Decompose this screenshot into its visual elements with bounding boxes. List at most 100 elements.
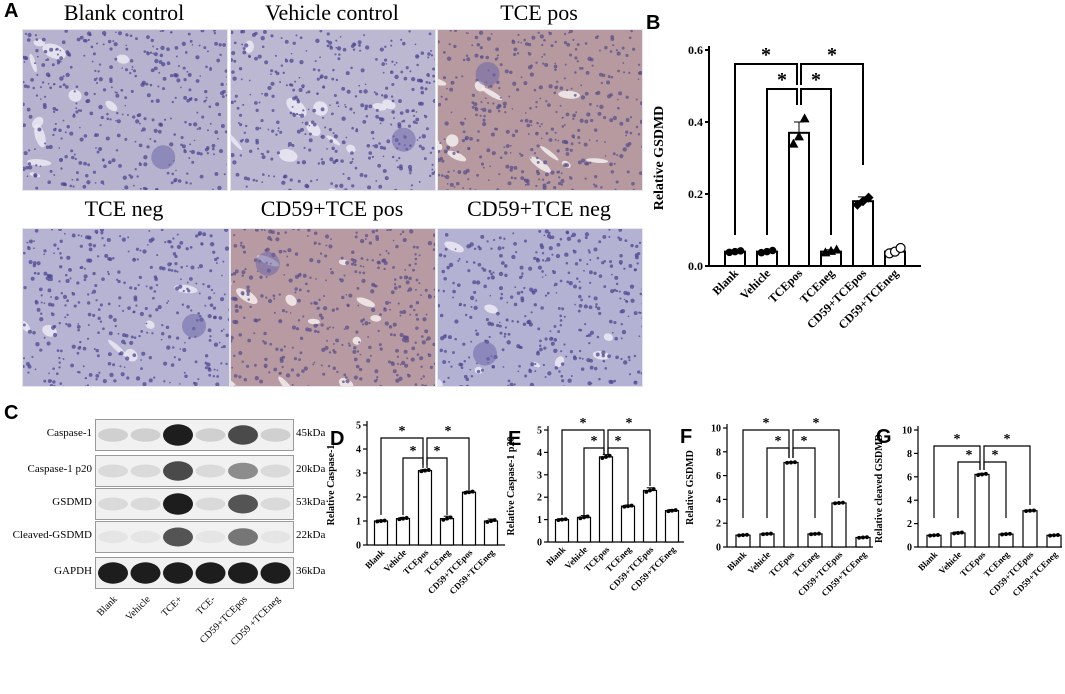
data-point (789, 461, 793, 465)
micrograph-tissue (23, 30, 227, 190)
blot-row-label: GSDMD (4, 496, 92, 508)
blot-band (131, 531, 161, 544)
micrograph-label: Vehicle control (230, 0, 434, 26)
blot-band (98, 498, 128, 511)
significance-star: * (615, 434, 622, 449)
blot-band (98, 531, 128, 544)
blot-band (196, 562, 226, 584)
data-point (578, 516, 582, 520)
bar (784, 463, 798, 547)
bar (644, 490, 657, 542)
axis-y-tick-label: 0.0 (688, 259, 703, 273)
data-point (976, 473, 980, 477)
blot-strip (95, 419, 294, 451)
axis-y-tick-label: 0 (907, 543, 912, 554)
data-point (960, 531, 964, 535)
data-point (419, 469, 423, 473)
blot-bands (96, 522, 293, 552)
data-point (857, 536, 861, 540)
data-point (833, 501, 837, 505)
data-point (1052, 533, 1056, 537)
data-point (445, 517, 449, 521)
blot-band (163, 461, 193, 481)
axis-y-tick-label: 6 (907, 472, 912, 483)
significance-star: * (811, 69, 821, 91)
axis-y-tick-label: 2 (537, 493, 542, 504)
data-point (800, 113, 810, 122)
axis-y-tick-label: 0.2 (688, 187, 703, 201)
blot-strip (95, 488, 294, 520)
significance-star: * (1004, 432, 1011, 447)
bar (441, 519, 454, 545)
data-point (405, 516, 409, 520)
data-point (652, 487, 656, 491)
blot-band (261, 531, 291, 544)
axis-y-tick-label: 0.4 (688, 115, 703, 129)
significance-star: * (813, 416, 820, 431)
data-point (928, 534, 932, 538)
axis-y-tick-label: 0 (356, 541, 361, 552)
blot-band (228, 495, 258, 514)
data-point (984, 472, 988, 476)
blot-band (131, 428, 161, 442)
blot-row-label: GAPDH (4, 565, 92, 577)
data-point (674, 508, 678, 512)
data-point (737, 533, 741, 537)
blot-bands (96, 489, 293, 519)
data-point (582, 515, 586, 519)
blot-band (163, 562, 193, 584)
data-point (745, 533, 749, 537)
significance-bracket (934, 446, 980, 518)
data-point (379, 519, 383, 523)
axis-y-tick-label: 1 (537, 515, 542, 526)
significance-star: * (966, 448, 973, 463)
significance-star: * (761, 44, 771, 66)
significance-star: * (591, 434, 598, 449)
panel-letter-c: C (4, 402, 18, 425)
data-point (1004, 532, 1008, 536)
data-point (622, 505, 626, 509)
data-point (785, 461, 789, 465)
blot-band (98, 428, 128, 442)
data-point (670, 509, 674, 513)
bar (975, 474, 989, 547)
data-point (765, 532, 769, 536)
data-point (837, 501, 841, 505)
blot-row-label: Caspase-1 p20 (4, 463, 92, 475)
data-point (865, 535, 869, 539)
blot-kda-label: 36kDa (296, 565, 325, 577)
micrograph-tissue (438, 229, 642, 386)
axis-y-tick-label: 10 (902, 426, 912, 437)
significance-star: * (626, 416, 633, 431)
blot-row-label: Cleaved-GSDMD (4, 529, 92, 541)
data-point (980, 473, 984, 477)
blot-kda-label: 22kDa (296, 529, 325, 541)
blot-band (261, 498, 291, 511)
chart-d-relative-caspase-1: Relative Caspase-1012345BlankVehicleTCEp… (325, 410, 507, 648)
data-point (586, 515, 590, 519)
data-point (1008, 532, 1012, 536)
data-point (1032, 508, 1036, 512)
blot-bands (96, 420, 293, 450)
data-point (952, 531, 956, 535)
data-point (493, 518, 497, 522)
blot-band (261, 428, 291, 442)
micrograph-label: TCE neg (22, 196, 226, 222)
axis-y-tick-label: 0 (716, 543, 721, 554)
axis-y-tick-label: 2 (716, 519, 721, 530)
axis-y-tick-label: 8 (716, 447, 721, 458)
blot-band (131, 562, 161, 584)
blot-band (228, 463, 258, 480)
data-point (932, 533, 936, 537)
blot-band (163, 528, 193, 547)
data-point (809, 532, 813, 536)
axis-y-tick-label: 10 (711, 424, 721, 435)
micrograph-tissue (231, 30, 435, 190)
bar (789, 133, 809, 266)
data-point (471, 490, 475, 494)
axis-y-tick-label: 4 (356, 445, 361, 456)
micrograph-label: TCE pos (437, 0, 641, 26)
data-point (896, 244, 905, 253)
data-point (401, 517, 405, 521)
blot-band (228, 425, 258, 445)
